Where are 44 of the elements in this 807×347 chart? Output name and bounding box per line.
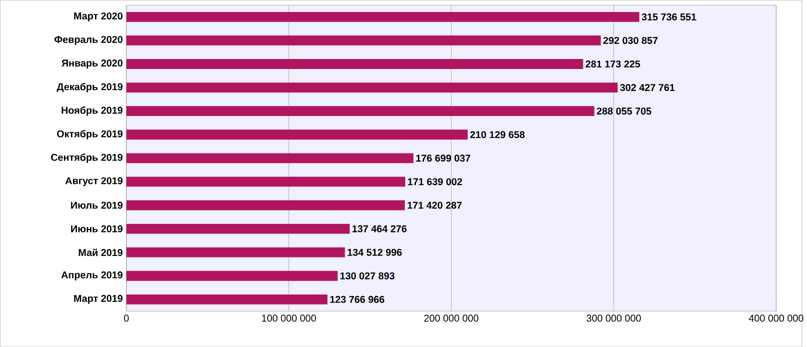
bar	[126, 176, 406, 187]
bar	[126, 106, 594, 116]
data-label: 302 427 761	[620, 84, 675, 91]
y-tick-label: Декабрь 2019	[56, 82, 123, 92]
data-label: 288 055 705	[596, 108, 652, 115]
data-label: 123 766 966	[330, 296, 384, 303]
bar	[126, 270, 338, 281]
bar	[126, 247, 345, 258]
y-tick-label: Ноябрь 2019	[62, 106, 123, 116]
x-tick-label: 0	[124, 314, 129, 322]
bar	[126, 58, 584, 69]
bar	[126, 130, 468, 140]
bar	[126, 224, 350, 234]
x-tick-label: 200 000 000	[424, 314, 478, 322]
data-label: 176 699 037	[416, 154, 470, 162]
data-label: 134 512 996	[348, 248, 402, 256]
bar	[126, 200, 405, 210]
data-label: 171 420 287	[408, 202, 462, 209]
x-tick-label: 300 000 000	[586, 314, 641, 322]
bar	[126, 12, 640, 22]
data-label: 281 173 225	[586, 60, 640, 68]
y-tick-label: Апрель 2019	[61, 271, 123, 280]
y-tick-label: Январь 2020	[62, 59, 122, 68]
y-tick-label: Февраль 2020	[54, 36, 122, 45]
data-label: 315 736 551	[642, 13, 696, 20]
y-tick-label: Июль 2019	[71, 202, 123, 209]
data-label: 130 027 893	[340, 272, 394, 280]
data-label: 210 129 658	[470, 131, 525, 138]
bar	[126, 294, 328, 304]
data-label: 171 639 002	[408, 178, 462, 186]
bar	[126, 82, 618, 92]
y-tick-label: Сентябрь 2019	[51, 153, 123, 163]
x-tick-label: 400 000 000	[748, 314, 804, 322]
y-tick-label: Октябрь 2019	[57, 130, 123, 140]
x-tick-label: 100 000 000	[262, 314, 316, 322]
bar	[126, 153, 414, 164]
bar	[126, 35, 601, 46]
y-tick-label: Июнь 2019	[71, 225, 123, 232]
y-tick-label: Август 2019	[65, 177, 123, 186]
y-tick-label: Май 2019	[78, 248, 123, 256]
y-tick-label: Март 2020	[74, 12, 122, 22]
data-label: 137 464 276	[352, 225, 407, 232]
y-tick-label: Март 2019	[74, 294, 123, 304]
data-label: 292 030 857	[603, 36, 658, 44]
